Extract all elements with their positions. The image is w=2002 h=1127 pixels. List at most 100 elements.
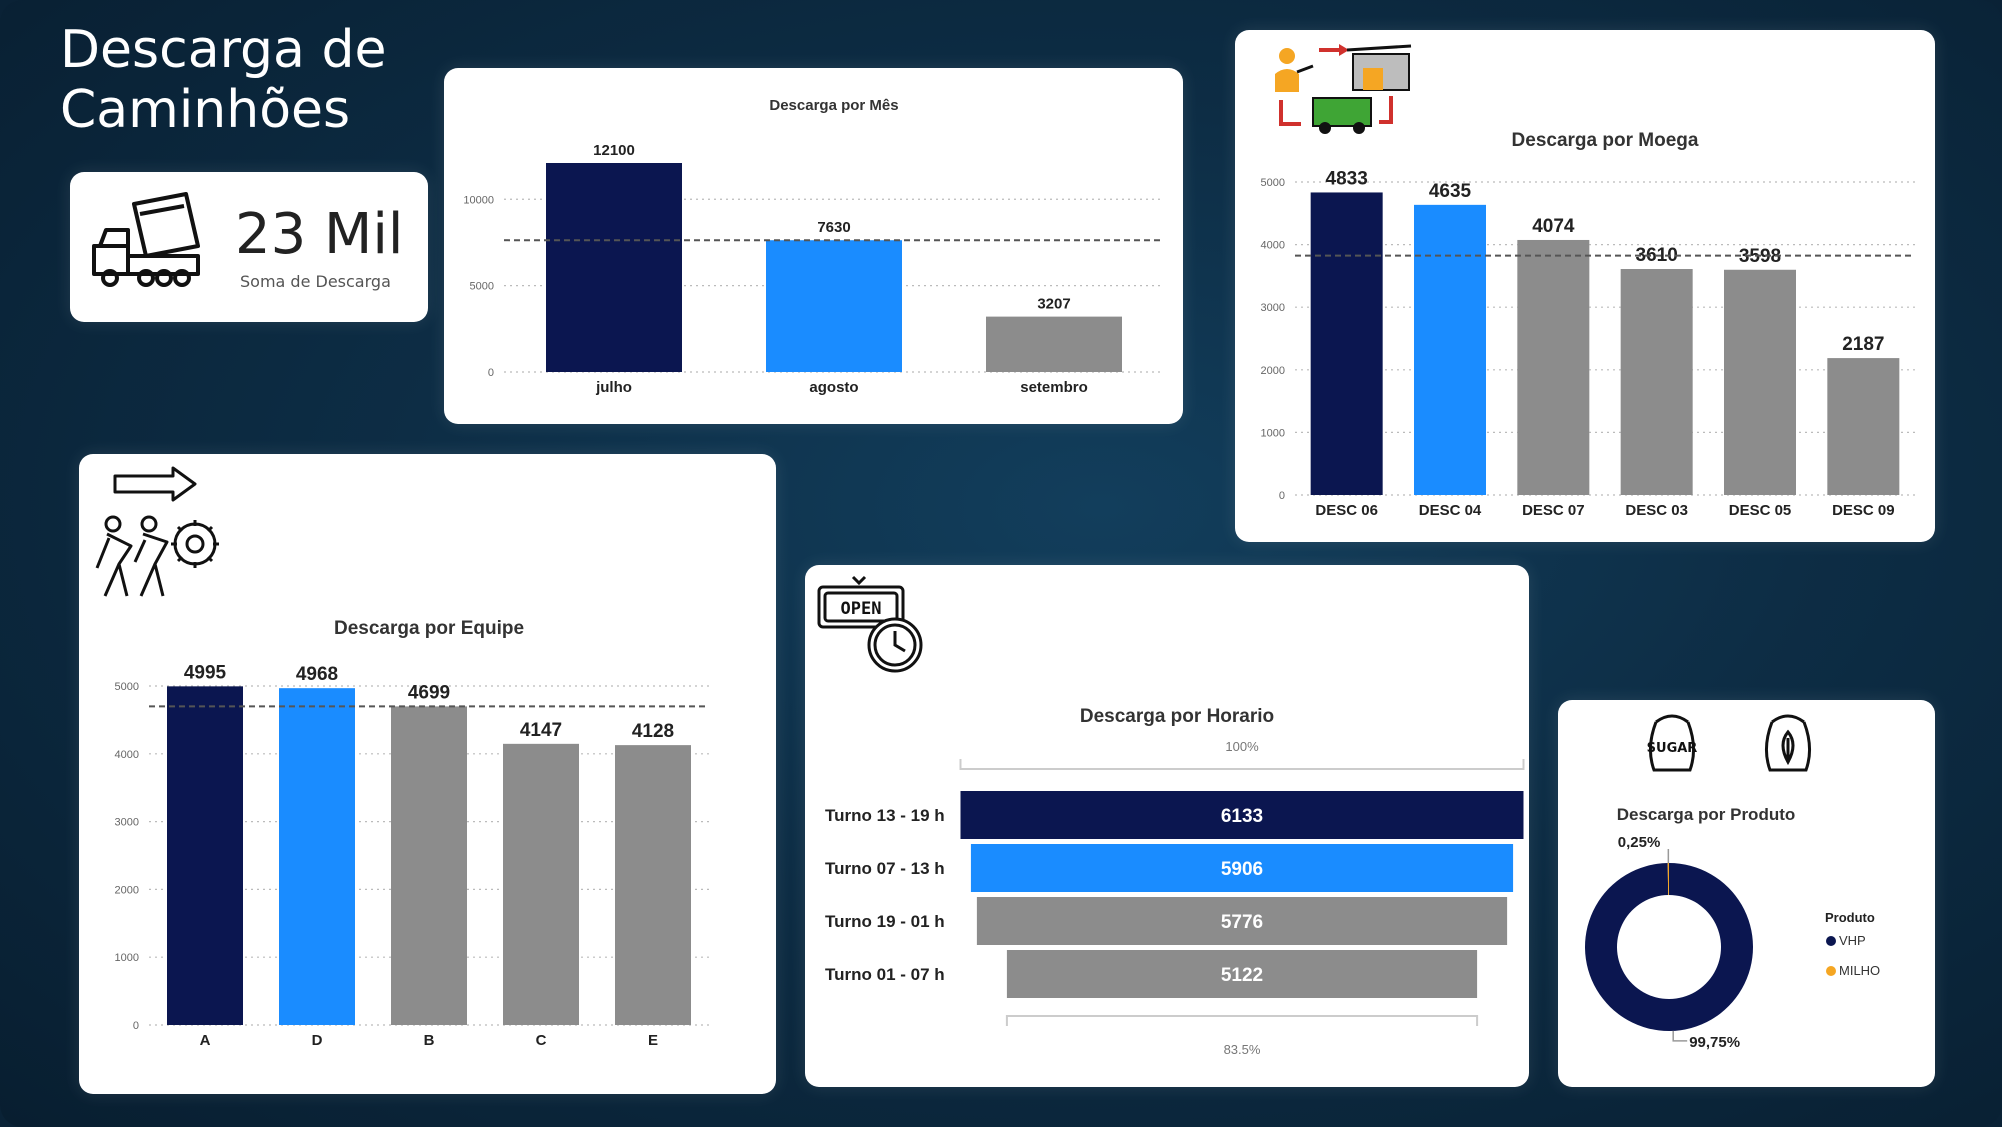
chart-title: Descarga por Moega <box>1512 130 1699 151</box>
bar <box>1724 269 1796 495</box>
y-tick-label: 0 <box>488 367 494 379</box>
funnel-bar <box>976 897 1508 945</box>
open-sign-text: OPEN <box>841 599 882 619</box>
bar <box>546 163 682 372</box>
x-tick-label: setembro <box>1020 379 1088 396</box>
y-tick-label: 10000 <box>463 194 494 206</box>
x-tick-label: E <box>648 1032 658 1049</box>
funnel-top-bracket <box>959 759 1525 770</box>
bar <box>766 240 902 372</box>
chart-card-horario[interactable]: OPEN Descarga por Horario 100% 6133 Turno 1… <box>805 565 1529 1087</box>
bar <box>1827 358 1900 495</box>
legend-marker <box>1826 966 1836 976</box>
title-line-2: Caminhões <box>60 80 351 140</box>
legend-marker <box>1826 936 1836 946</box>
x-tick-label: C <box>536 1032 547 1049</box>
data-label: 4833 <box>1326 168 1368 189</box>
chart-card-moega[interactable]: Descarga por Moega 0 1000 2000 3000 4000 5000 4… <box>1235 30 1935 542</box>
y-tick-label: 1000 <box>1261 427 1285 439</box>
y-tick-label: 5000 <box>115 681 139 693</box>
chart-card-equipe[interactable]: Descarga por Equipe 0 1000 2000 3000 4000 5000… <box>79 454 776 1094</box>
x-tick-label: DESC 03 <box>1625 502 1688 519</box>
y-tick-label: 3000 <box>115 817 139 829</box>
x-tick-label: DESC 05 <box>1729 502 1792 519</box>
y-tick-label: 0 <box>133 1020 139 1032</box>
title-line-1: Descarga de <box>60 20 387 80</box>
chart-title: Descarga por Horario <box>1080 706 1274 727</box>
y-tick-label: 5000 <box>1261 177 1285 189</box>
dump-truck-icon <box>92 192 200 287</box>
bar <box>1310 192 1383 495</box>
y-tick-label: 3000 <box>1261 302 1285 314</box>
kpi-card[interactable]: 23 Mil Soma de Descarga <box>70 172 428 322</box>
funnel-category-label: Turno 19 - 01 h <box>825 912 945 931</box>
data-label: 4699 <box>408 682 450 703</box>
chart-card-mes[interactable]: Descarga por Mês 0 5000 10000 12100 julho 7630… <box>444 68 1183 424</box>
bar <box>503 743 579 1025</box>
funnel-bar <box>970 844 1514 892</box>
x-tick-label: A <box>200 1032 211 1049</box>
slice-label: 99,75% <box>1689 1034 1740 1051</box>
y-tick-label: 4000 <box>1261 240 1285 252</box>
bar <box>391 706 467 1025</box>
funnel-value-label: 5906 <box>1221 859 1263 880</box>
data-label: 4995 <box>184 662 227 683</box>
funnel-category-label: Turno 01 - 07 h <box>825 965 945 984</box>
legend-title: Produto <box>1825 910 1875 925</box>
funnel-bottom-bracket <box>1005 1015 1479 1026</box>
x-tick-label: DESC 09 <box>1832 502 1895 519</box>
kpi-value: 23 Mil <box>235 202 404 267</box>
funnel-value-label: 5776 <box>1221 912 1263 933</box>
data-label: 4147 <box>520 720 562 741</box>
funnel-value-label: 6133 <box>1221 806 1263 827</box>
y-tick-label: 2000 <box>115 884 139 896</box>
team-pushing-gear-icon <box>95 515 219 597</box>
legend-item: MILHO <box>1839 963 1880 978</box>
open-sign-clock-icon: OPEN <box>817 575 923 673</box>
legend-item: VHP <box>1839 933 1866 948</box>
donut-slice <box>1585 863 1754 1031</box>
bar <box>167 686 243 1025</box>
y-tick-label: 2000 <box>1261 365 1285 377</box>
x-tick-label: DESC 04 <box>1419 502 1482 519</box>
funnel-bar <box>1006 950 1478 998</box>
sugar-bag-text: SUGAR <box>1647 741 1698 756</box>
bar <box>1517 239 1590 495</box>
slice-label: 0,25% <box>1618 834 1661 851</box>
chart-title: Descarga por Produto <box>1617 805 1796 824</box>
bar <box>1620 269 1693 495</box>
funnel-bottom-label: 83.5% <box>1224 1042 1261 1057</box>
bar <box>279 688 355 1025</box>
chart-produto[interactable]: Descarga por Produto 99,75% 0,25% Produto VH… <box>1558 700 1935 1087</box>
x-tick-label: DESC 07 <box>1522 502 1585 519</box>
chart-horario[interactable]: Descarga por Horario 100% 6133 Turno 13 - 1… <box>805 565 1529 1087</box>
dashboard-title: Descarga de Caminhões <box>60 20 386 140</box>
x-tick-label: D <box>312 1032 323 1049</box>
chart-mes[interactable]: Descarga por Mês 0 5000 10000 12100 julho 7630… <box>444 68 1183 424</box>
funnel-value-label: 5122 <box>1221 965 1263 986</box>
donut-slice <box>1667 863 1669 896</box>
chart-equipe[interactable]: Descarga por Equipe 0 1000 2000 3000 4000 5000… <box>79 454 776 1094</box>
data-label: 4128 <box>632 721 674 742</box>
funnel-category-label: Turno 13 - 19 h <box>825 806 945 825</box>
bar <box>1414 204 1486 495</box>
y-tick-label: 4000 <box>115 749 139 761</box>
funnel-top-label: 100% <box>1225 739 1259 754</box>
y-tick-label: 0 <box>1279 490 1285 502</box>
chart-title: Descarga por Equipe <box>334 618 524 639</box>
data-label: 2187 <box>1842 334 1884 355</box>
corn-bag-icon <box>1765 714 1811 772</box>
x-tick-label: agosto <box>809 379 858 396</box>
chart-moega[interactable]: Descarga por Moega 0 1000 2000 3000 4000 5000 4… <box>1235 30 1935 542</box>
bar <box>615 745 691 1025</box>
logistics-flow-icon <box>1275 44 1412 134</box>
arrow-right-icon <box>113 466 197 502</box>
bar <box>986 316 1122 372</box>
chart-card-produto[interactable]: SUGAR Descarga por Produto 99,75% 0,25% Pro… <box>1558 700 1935 1087</box>
data-label: 4074 <box>1532 216 1575 237</box>
data-label: 4635 <box>1429 181 1472 202</box>
sugar-bag-icon: SUGAR <box>1647 714 1698 772</box>
kpi-label: Soma de Descarga <box>240 272 391 291</box>
x-tick-label: B <box>424 1032 435 1049</box>
